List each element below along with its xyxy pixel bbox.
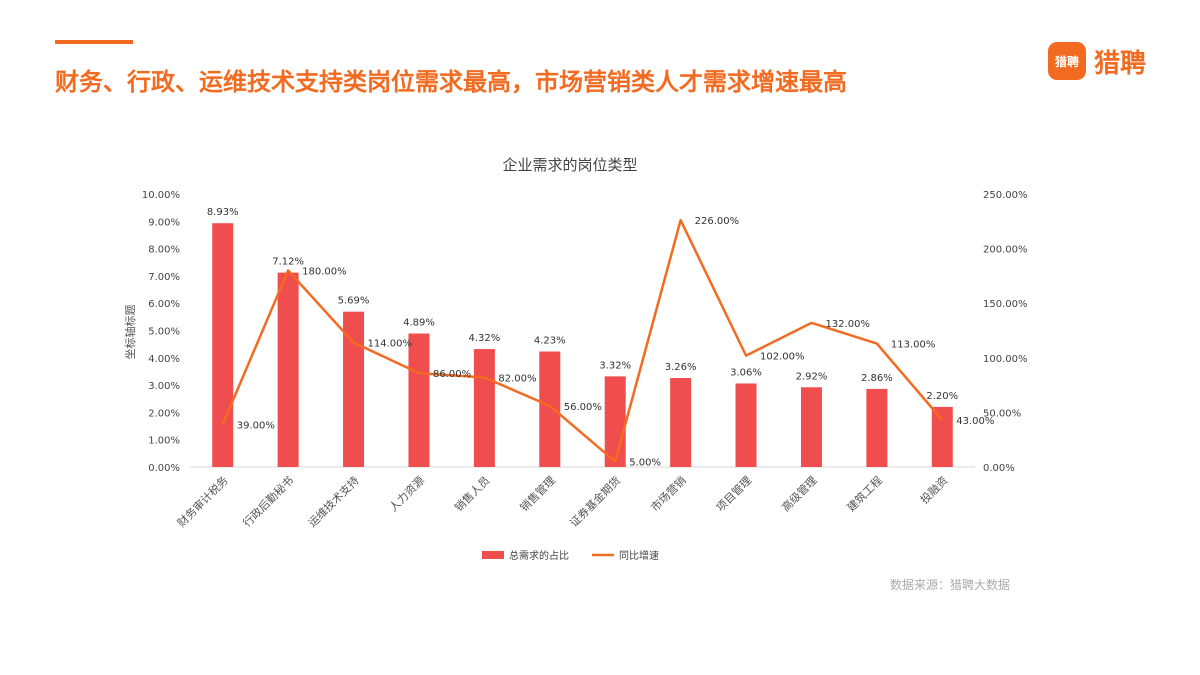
bar-data-label: 4.89% <box>403 318 435 329</box>
y-axis-tick-label: 6.00% <box>148 299 180 310</box>
bar-data-label: 4.23% <box>534 336 566 347</box>
y-axis-tick-label: 0.00% <box>148 463 180 474</box>
bar-data-label: 3.26% <box>665 362 697 373</box>
y2-axis-tick-label: 200.00% <box>983 245 1028 256</box>
logo-chat-bubble-icon: 猎聘 <box>1048 42 1086 80</box>
y-axis-title: 坐标轴标题 <box>123 305 137 360</box>
legend-bar-swatch <box>482 551 504 559</box>
y-axis-tick-label: 3.00% <box>148 381 180 392</box>
bar <box>408 333 430 467</box>
y2-axis-tick-label: 250.00% <box>983 190 1028 201</box>
bar <box>212 223 234 467</box>
y-axis-tick-label: 8.00% <box>148 245 180 256</box>
bar <box>277 272 299 467</box>
bar <box>931 406 953 467</box>
line-data-label: 180.00% <box>302 266 347 277</box>
line-data-label: 39.00% <box>237 420 275 431</box>
x-axis-category-label: 证券基金期货 <box>567 473 624 530</box>
line-data-label: 113.00% <box>891 340 936 351</box>
line-data-label: 102.00% <box>760 352 805 363</box>
x-axis-category-label: 销售管理 <box>517 473 558 514</box>
y-axis-tick-label: 10.00% <box>142 190 180 201</box>
x-axis-category-label: 高级管理 <box>779 473 820 514</box>
y2-axis-tick-label: 100.00% <box>983 354 1028 365</box>
line-data-label: 114.00% <box>368 339 413 350</box>
bar-data-label: 2.86% <box>861 373 893 384</box>
page-headline: 财务、行政、运维技术支持类岗位需求最高，市场营销类人才需求增速最高 <box>55 68 847 96</box>
legend-line-label: 同比增速 <box>619 549 659 562</box>
bar <box>604 376 626 467</box>
x-axis-category-label: 人力资源 <box>386 473 427 514</box>
x-axis-category-label: 行政后勤秘书 <box>240 473 297 530</box>
line-data-label: 82.00% <box>498 373 536 384</box>
x-axis-category-label: 市场营销 <box>648 473 689 514</box>
x-axis-category-label: 销售人员 <box>451 473 492 514</box>
x-axis-category-label: 运维技术支持 <box>305 473 362 530</box>
bar <box>343 311 365 467</box>
bar-data-label: 2.92% <box>796 371 828 382</box>
line-data-label: 5.00% <box>629 458 661 469</box>
bar <box>735 383 757 467</box>
x-axis-category-label: 建筑工程 <box>844 473 885 514</box>
y-axis-tick-label: 2.00% <box>148 408 180 419</box>
bar <box>473 349 495 467</box>
y-axis-tick-label: 1.00% <box>148 436 180 447</box>
bar-data-label: 3.06% <box>730 367 762 378</box>
legend-bar-label: 总需求的占比 <box>509 549 569 562</box>
line-data-label: 132.00% <box>825 319 870 330</box>
data-source-note: 数据来源：猎聘大数据 <box>890 576 1010 593</box>
y-axis-tick-label: 9.00% <box>148 217 180 228</box>
bar <box>539 351 561 467</box>
line-data-label: 86.00% <box>433 369 471 380</box>
bar-data-label: 7.12% <box>272 257 304 268</box>
y2-axis-tick-label: 50.00% <box>983 408 1021 419</box>
y-axis-tick-label: 7.00% <box>148 272 180 283</box>
x-axis-category-label: 投融资 <box>917 473 950 506</box>
line-data-label: 43.00% <box>956 416 994 427</box>
y2-axis-tick-label: 0.00% <box>983 463 1015 474</box>
source-label: 数据来源： <box>890 578 951 592</box>
line-data-label: 226.00% <box>695 216 740 227</box>
bar-data-label: 2.20% <box>926 391 958 402</box>
bar-data-label: 3.32% <box>599 360 631 371</box>
logo-text: 猎聘 <box>1094 48 1147 79</box>
y2-axis-tick-label: 150.00% <box>983 299 1028 310</box>
chart-title: 企业需求的岗位类型 <box>502 156 637 174</box>
header-accent-line <box>55 40 133 44</box>
bar-data-label: 8.93% <box>207 207 239 218</box>
line-data-label: 56.00% <box>564 402 602 413</box>
source-value: 猎聘大数据 <box>950 578 1011 592</box>
bar-data-label: 4.32% <box>468 333 500 344</box>
x-axis-category-label: 项目管理 <box>713 473 754 514</box>
bar <box>670 378 692 467</box>
growth-line <box>221 218 944 463</box>
y-axis-tick-label: 5.00% <box>148 327 180 338</box>
bar-data-label: 5.69% <box>338 296 370 307</box>
liepin-logo: 猎聘 猎聘 <box>1048 42 1146 80</box>
x-axis-category-label: 财务审计税务 <box>174 473 231 530</box>
y-axis-tick-label: 4.00% <box>148 354 180 365</box>
bar <box>800 387 822 467</box>
bar <box>866 388 888 467</box>
